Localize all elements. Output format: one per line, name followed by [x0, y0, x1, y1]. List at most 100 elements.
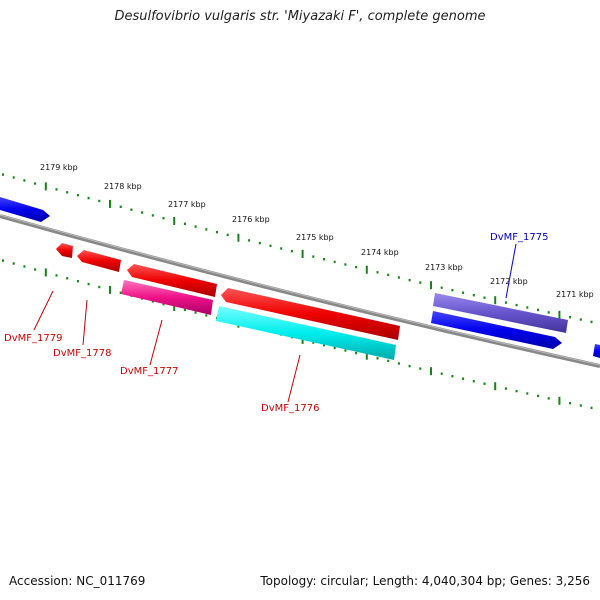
- dvmf-1775-gene-bar[interactable]: [433, 293, 568, 333]
- reverse-track-minor-tick: [355, 351, 358, 355]
- forward-track-minor-tick: [23, 179, 26, 182]
- genome-backbone: [0, 214, 600, 368]
- reverse-track-minor-tick: [547, 397, 550, 400]
- tick-label-2179: 2179 kbp: [40, 163, 78, 172]
- tick-label-2174: 2174 kbp: [361, 248, 399, 257]
- dvmf-1778-cds-arrow[interactable]: [77, 250, 121, 272]
- tick-label-2175: 2175 kbp: [296, 233, 334, 242]
- gene-label-dvmf-1777[interactable]: DvMF_1777: [120, 366, 178, 377]
- reverse-track-minor-tick: [462, 377, 465, 380]
- forward-track-minor-tick: [216, 230, 218, 234]
- reverse-track-minor-tick: [419, 367, 422, 370]
- forward-track-minor-tick: [333, 260, 336, 264]
- forward-track-minor-tick: [440, 286, 443, 289]
- forward-track-minor-tick: [355, 265, 358, 269]
- accession-label: Accession: NC_011769: [9, 574, 146, 588]
- forward-track-minor-tick: [387, 273, 390, 277]
- gene-label-dvmf-1779[interactable]: DvMF_1779: [4, 333, 62, 344]
- reverse-track-minor-tick: [376, 357, 379, 360]
- gene-label-dvmf-1776[interactable]: DvMF_1776: [261, 403, 319, 414]
- reverse-track-minor-tick: [504, 387, 507, 390]
- reverse-track-minor-tick: [312, 341, 315, 344]
- leader-line-dvmf-1779: [33, 290, 54, 331]
- reverse-track-minor-tick: [194, 311, 197, 314]
- topology-summary: Topology: circular; Length: 4,040,304 bp…: [260, 574, 590, 588]
- forward-track-minor-tick: [98, 199, 101, 203]
- reverse-track-minor-tick: [451, 375, 454, 378]
- reverse-track-minor-tick: [408, 364, 411, 368]
- gene-label-dvmf-1778[interactable]: DvMF_1778: [53, 348, 111, 359]
- forward-track-major-tick: [109, 199, 111, 208]
- dvmf-1777-cds-arrow[interactable]: [127, 264, 217, 297]
- reverse-track-minor-tick: [323, 344, 325, 347]
- reverse-track-major-tick: [494, 382, 497, 391]
- forward-track-minor-tick: [526, 306, 529, 309]
- forward-track-minor-tick: [87, 196, 90, 200]
- reverse-track-minor-tick: [76, 280, 79, 283]
- forward-cds-arrow[interactable]: [0, 197, 50, 222]
- forward-track-minor-tick: [290, 250, 293, 253]
- reverse-track-major-tick: [430, 367, 432, 376]
- reverse-track-minor-tick: [2, 259, 4, 262]
- tick-label-2173: 2173 kbp: [425, 263, 463, 272]
- reverse-track-minor-tick: [590, 406, 593, 410]
- forward-tick-track: [2, 173, 593, 324]
- tick-label-2171: 2171 kbp: [556, 290, 594, 299]
- forward-track-minor-tick: [569, 316, 572, 319]
- forward-track-minor-tick: [472, 294, 475, 297]
- forward-track-minor-tick: [280, 247, 283, 250]
- reverse-track-major-tick: [558, 396, 561, 405]
- forward-track-major-tick: [237, 233, 240, 242]
- dvmf-1777-gene-bar[interactable]: [121, 280, 213, 315]
- dvmf-1779-cds-arrow[interactable]: [56, 243, 73, 258]
- reverse-track-minor-tick: [579, 404, 582, 407]
- forward-track-major-tick: [365, 265, 368, 274]
- forward-track-minor-tick: [344, 263, 347, 266]
- reverse-track-minor-tick: [23, 265, 26, 268]
- reverse-track-minor-tick: [397, 362, 400, 365]
- gene-label-dvmf-1775[interactable]: DvMF_1775: [490, 232, 548, 243]
- reverse-track-minor-tick: [537, 394, 539, 398]
- reverse-track-minor-tick: [119, 291, 122, 294]
- forward-track-minor-tick: [312, 255, 315, 258]
- forward-track-minor-tick: [269, 244, 272, 247]
- forward-track-minor-tick: [483, 296, 486, 299]
- dvmf-1776-cds-arrow[interactable]: [221, 288, 400, 340]
- forward-track-minor-tick: [579, 318, 582, 321]
- forward-track-minor-tick: [515, 303, 518, 307]
- genome-backbone-highlight: [0, 214, 600, 366]
- forward-cds-arrow-edge[interactable]: [593, 344, 600, 358]
- forward-track-minor-tick: [119, 205, 122, 208]
- reverse-track-minor-tick: [98, 285, 101, 289]
- reverse-track-minor-tick: [12, 262, 15, 265]
- reverse-track-minor-tick: [472, 380, 475, 383]
- forward-track-minor-tick: [376, 271, 379, 274]
- forward-track-minor-tick: [462, 291, 465, 294]
- forward-track-major-tick: [173, 217, 176, 225]
- forward-track-minor-tick: [258, 241, 261, 245]
- reverse-track-minor-tick: [526, 392, 529, 395]
- reverse-track-minor-tick: [483, 382, 486, 385]
- reverse-track-minor-tick: [87, 282, 90, 286]
- forward-track-minor-tick: [504, 301, 507, 304]
- reverse-track-major-tick: [109, 285, 111, 294]
- gene-labels: DvMF_1775 DvMF_1776 DvMF_1777 DvMF_1778 …: [4, 232, 548, 414]
- map-title: Desulfovibrio vulgaris str. 'Miyazaki F'…: [114, 9, 486, 24]
- dvmf-1776-gene-bar[interactable]: [216, 306, 396, 360]
- forward-track-minor-tick: [408, 278, 411, 282]
- forward-track-minor-tick: [323, 258, 325, 261]
- reverse-track-major-tick: [44, 268, 47, 277]
- forward-track-minor-tick: [205, 228, 208, 231]
- forward-track-minor-tick: [66, 191, 69, 194]
- forward-track-minor-tick: [537, 308, 539, 312]
- forward-track-major-tick: [558, 310, 561, 319]
- forward-track-minor-tick: [194, 225, 197, 228]
- reverse-track-minor-tick: [333, 346, 336, 350]
- dvmf-1775-cds-arrow[interactable]: [431, 311, 562, 349]
- forward-track-minor-tick: [130, 208, 133, 211]
- forward-track-minor-tick: [76, 194, 79, 197]
- forward-track-minor-tick: [547, 311, 550, 314]
- reverse-track-minor-tick: [515, 389, 518, 393]
- leader-line-dvmf-1778: [82, 299, 88, 346]
